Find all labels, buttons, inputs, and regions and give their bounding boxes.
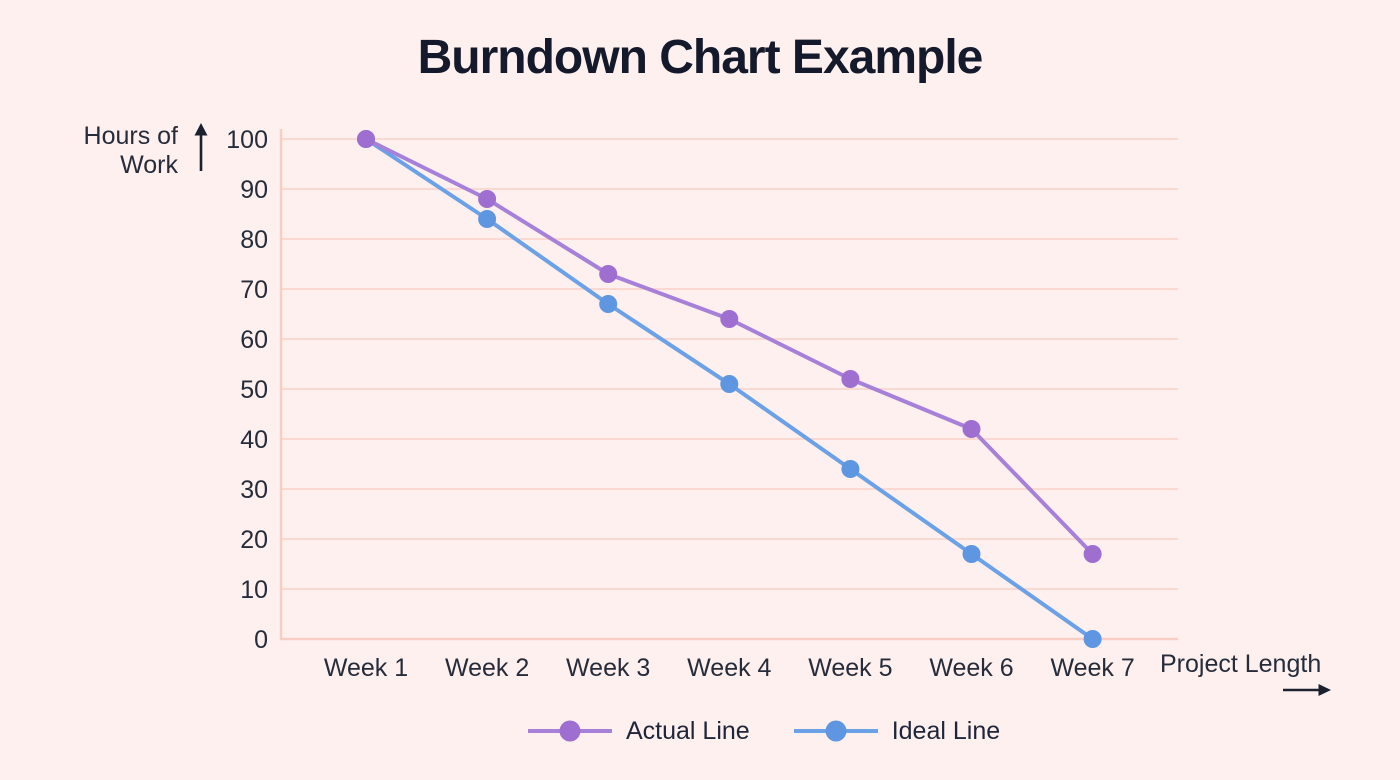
data-point-ideal-line-2 [478,210,497,228]
x-axis-title-label: Project Length [1160,650,1322,678]
right-arrow-icon [1283,684,1331,696]
legend-label-actual-line: Actual Line [626,716,750,745]
y-tick-label-90: 90 [240,176,268,204]
data-point-actual-line-7 [1083,545,1102,563]
y-tick-label-30: 30 [240,476,268,504]
y-axis-title: Hours of Work [82,122,178,180]
legend-item-ideal: Ideal Line [793,716,1001,746]
x-tick-label-4: Week 4 [687,654,771,682]
data-point-ideal-line-6 [962,545,981,563]
y-tick-label-10: 10 [240,576,268,604]
chart-title: Burndown Chart Example [417,31,984,84]
data-point-ideal-line-3 [599,295,618,313]
data-point-actual-line-3 [599,265,618,283]
y-tick-label-60: 60 [240,326,268,354]
x-axis-title: Project Length [1160,650,1335,698]
x-tick-label-2: Week 2 [445,654,529,682]
data-point-actual-line-6 [962,420,981,438]
series-line-actual-line [364,137,1095,556]
y-tick-label-0: 0 [254,626,268,654]
legend-item-actual: Actual Line [528,717,750,746]
y-axis-title-line2: Work [120,151,178,179]
y-tick-label-70: 70 [240,276,268,304]
x-tick-label-3: Week 3 [566,654,650,682]
y-tick-label-20: 20 [240,526,268,554]
data-point-ideal-line-5 [841,460,860,478]
x-tick-label-1: Week 1 [324,654,408,682]
up-arrow-icon [194,123,208,171]
x-tick-label-7: Week 7 [1050,654,1134,682]
y-tick-label-100: 100 [226,126,268,154]
y-tick-label-40: 40 [240,426,268,454]
data-point-ideal-line-4 [720,375,739,393]
y-tick-label-50: 50 [240,376,268,404]
legend-swatch-ideal-line [793,720,878,742]
data-point-actual-line-4 [720,310,739,328]
x-tick-label-6: Week 6 [929,654,1013,682]
y-axis-title-line1: Hours of [83,122,178,150]
y-tick-label-80: 80 [240,226,268,254]
legend: Actual Line Ideal Line [528,713,1000,749]
data-point-actual-line-5 [841,370,860,388]
data-point-actual-line-1 [357,130,375,148]
data-point-actual-line-2 [478,190,497,208]
data-point-ideal-line-7 [1083,630,1102,648]
legend-swatch-actual-line [528,720,612,742]
legend-label-ideal-line: Ideal Line [891,716,1001,745]
x-tick-label-5: Week 5 [808,654,892,682]
